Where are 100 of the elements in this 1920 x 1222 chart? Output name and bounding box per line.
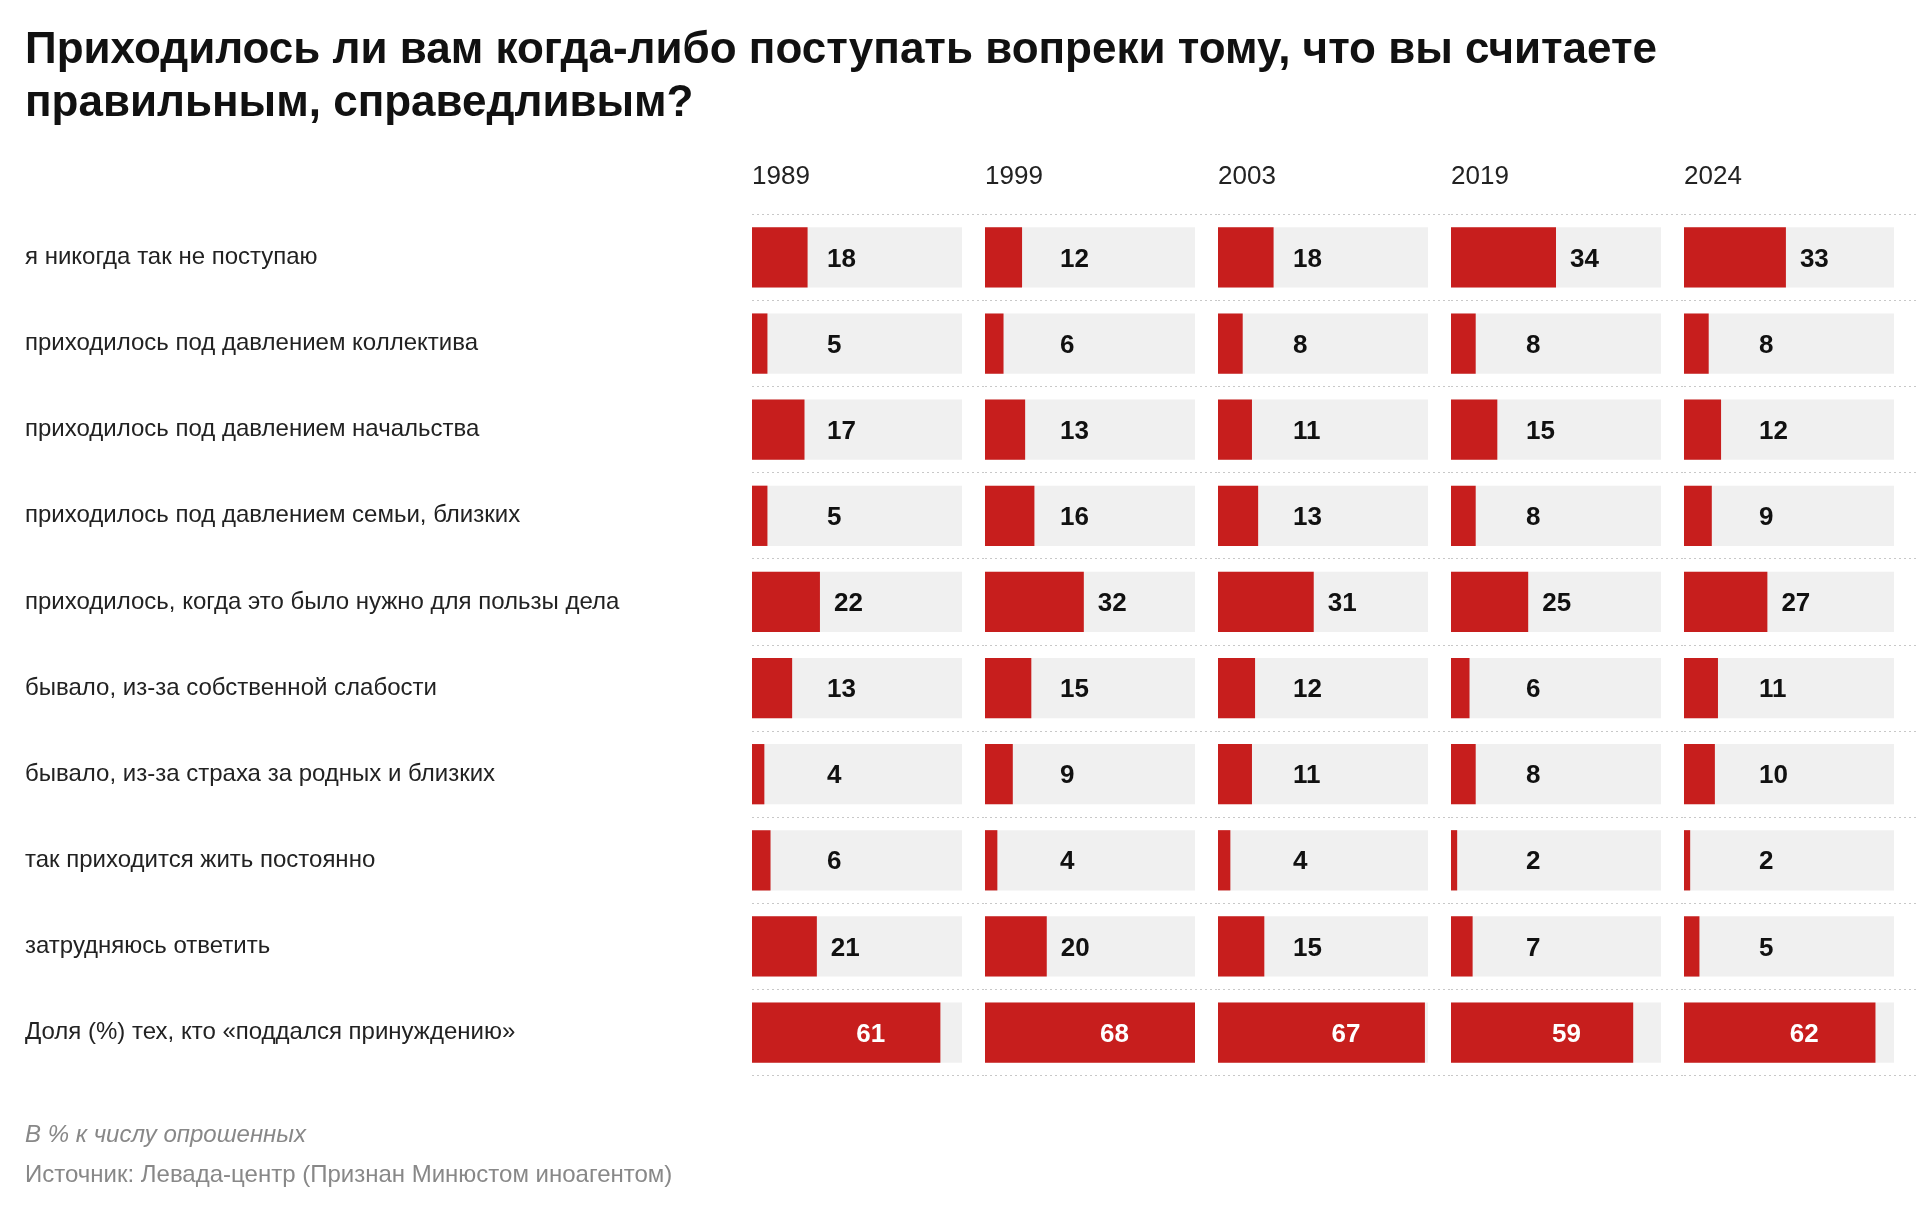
data-label: 15 xyxy=(1293,931,1322,962)
data-label: 8 xyxy=(1526,500,1541,531)
y-tick-label: приходилось под давлением коллектива xyxy=(25,328,479,356)
data-label: 31 xyxy=(1327,587,1357,618)
data-label: 62 xyxy=(1789,1017,1819,1048)
data-label: 2 xyxy=(1526,845,1541,876)
y-tick-label: приходилось, когда это было нужно для пользы дела xyxy=(25,586,621,614)
chart-title: Приходилось ли вам когда-либо поступать вопреки тому, что вы считаете правильным, справедливым? xyxy=(25,22,1658,127)
data-label: 13 xyxy=(827,673,856,704)
bar xyxy=(1684,399,1722,460)
bar xyxy=(1684,485,1712,546)
data-label: 68 xyxy=(1100,1017,1129,1048)
data-label: 17 xyxy=(827,414,856,445)
bar xyxy=(1451,485,1476,546)
bar xyxy=(1451,916,1473,977)
data-label: 59 xyxy=(1552,1017,1582,1048)
bar xyxy=(1684,657,1718,719)
data-label: 6 xyxy=(827,845,842,876)
bar xyxy=(752,744,765,805)
y-tick-label: бывало, из-за страха за родных и близких xyxy=(25,758,496,786)
bar xyxy=(985,399,1026,460)
bar xyxy=(1218,916,1265,977)
data-label: 18 xyxy=(1293,242,1322,273)
data-label: 33 xyxy=(1799,242,1829,273)
data-label: 27 xyxy=(1781,587,1811,618)
data-label: 8 xyxy=(1526,328,1541,359)
bar xyxy=(1684,916,1700,977)
bar xyxy=(752,657,793,719)
y-tick-label: я никогда так не поступаю xyxy=(25,242,318,270)
data-label: 8 xyxy=(1293,328,1308,359)
bar xyxy=(1218,744,1252,805)
data-label: 5 xyxy=(1759,931,1774,962)
bar xyxy=(1451,399,1498,460)
data-label: 11 xyxy=(1759,673,1787,704)
data-label: 5 xyxy=(827,328,842,359)
text: Источник: Левада-центр (Признан Минюстом иноагентом) xyxy=(25,1160,673,1188)
data-label: 12 xyxy=(1060,242,1089,273)
data-label: 8 xyxy=(1759,328,1774,359)
data-label: 15 xyxy=(1060,673,1089,704)
chart-subtitle: 2024 xyxy=(1684,160,1742,191)
data-label: 4 xyxy=(827,759,842,790)
data-label: 6 xyxy=(1060,328,1075,359)
data-label: 2 xyxy=(1759,845,1774,876)
data-label: 4 xyxy=(1060,845,1075,876)
data-label: 5 xyxy=(827,500,842,531)
y-tick-label: приходилось под давлением семьи, близких xyxy=(25,500,521,528)
bar xyxy=(1684,744,1715,805)
data-label: 7 xyxy=(1526,931,1541,962)
data-label: 4 xyxy=(1293,845,1308,876)
data-label: 61 xyxy=(856,1017,886,1048)
data-label: 25 xyxy=(1542,587,1572,618)
data-label: 20 xyxy=(1060,931,1090,962)
bar xyxy=(1218,485,1259,546)
data-label: 13 xyxy=(1060,414,1089,445)
bar xyxy=(752,485,768,546)
bar xyxy=(1451,830,1458,891)
data-label: 32 xyxy=(1097,587,1127,618)
data-label: 18 xyxy=(827,242,856,273)
data-label: 12 xyxy=(1293,673,1322,704)
data-label: 16 xyxy=(1060,500,1089,531)
chart-subtitle: 1989 xyxy=(752,160,810,191)
data-label: 21 xyxy=(830,931,860,962)
data-label: 11 xyxy=(1293,759,1321,790)
bar xyxy=(1218,399,1252,460)
bar xyxy=(1218,313,1243,374)
y-tick-label: Доля (%) тех, кто «поддался принуждению» xyxy=(25,1017,516,1045)
data-label: 13 xyxy=(1293,500,1322,531)
data-label: 22 xyxy=(833,587,863,618)
bar xyxy=(985,313,1004,374)
data-label: 10 xyxy=(1759,759,1788,790)
bar xyxy=(1684,313,1709,374)
bar xyxy=(1451,657,1470,719)
y-tick-label: приходилось под давлением начальства xyxy=(25,414,480,442)
data-label: 6 xyxy=(1526,673,1541,704)
bar xyxy=(985,744,1013,805)
data-label: 11 xyxy=(1293,414,1321,445)
bar xyxy=(985,830,998,891)
bar xyxy=(752,830,771,891)
bar xyxy=(1451,313,1476,374)
data-label: 9 xyxy=(1759,500,1774,531)
bar xyxy=(985,485,1035,546)
y-tick-label: затрудняюсь ответить xyxy=(25,931,271,959)
data-label: 8 xyxy=(1526,759,1541,790)
bar xyxy=(985,227,1023,288)
chart-subtitle: 1999 xyxy=(985,160,1043,191)
data-label: 34 xyxy=(1570,242,1600,273)
data-label: 67 xyxy=(1331,1017,1361,1048)
bar xyxy=(1218,657,1256,719)
text: В % к числу опрошенных xyxy=(25,1120,308,1148)
chart-subtitle: 2019 xyxy=(1451,160,1509,191)
bar xyxy=(752,313,768,374)
bar xyxy=(1684,830,1691,891)
bar xyxy=(1218,830,1231,891)
y-tick-label: бывало, из-за собственной слабости xyxy=(25,672,437,700)
y-tick-label: так приходится жить постоянно xyxy=(25,844,376,872)
bar xyxy=(1451,744,1476,805)
bar xyxy=(985,657,1032,719)
data-label: 12 xyxy=(1759,414,1788,445)
data-label: 15 xyxy=(1526,414,1555,445)
chart-subtitle: 2003 xyxy=(1218,160,1276,191)
